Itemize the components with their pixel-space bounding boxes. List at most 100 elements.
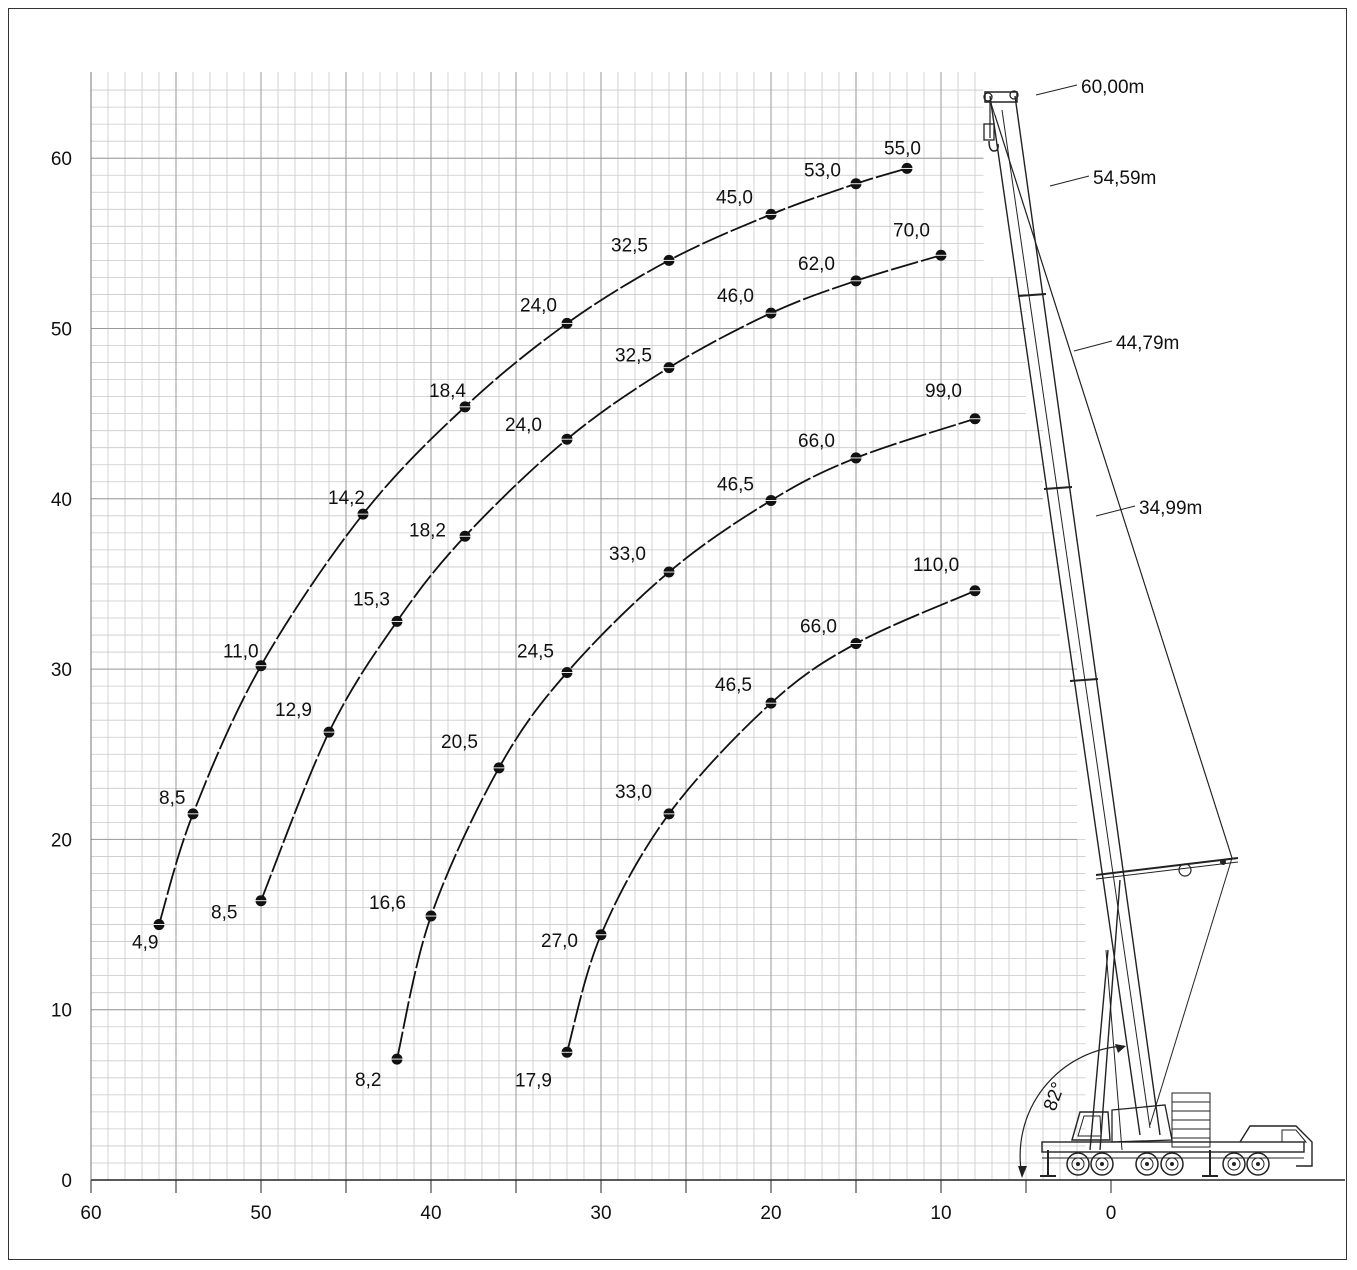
carrier-chassis [1041, 1141, 1305, 1153]
wheel [1246, 1152, 1270, 1176]
point-label: 24,0 [505, 415, 542, 436]
angle-arc [1019, 1045, 1125, 1177]
crane-line [1149, 857, 1233, 1126]
grid [90, 72, 1086, 1181]
point-label: 17,9 [515, 1070, 552, 1091]
crane-line [989, 95, 1141, 1136]
point-label: 66,0 [800, 617, 837, 638]
major-grid [90, 72, 1086, 1181]
y-tick-label: 20 [51, 830, 72, 851]
point-label: 62,0 [798, 254, 835, 275]
x-tick-label: 60 [80, 1203, 101, 1224]
curve-line [260, 254, 942, 902]
driver-cab [1239, 1125, 1313, 1167]
angle-arrow [1018, 1166, 1027, 1178]
boom-length-label: 34,99m [1139, 498, 1202, 519]
cab-window [1077, 1115, 1102, 1137]
boom-head-sheave [1009, 90, 1019, 100]
operator-cab [1071, 1111, 1111, 1141]
curve-line [158, 167, 908, 925]
hook-block [983, 123, 995, 141]
boom-head-sheave [983, 92, 993, 102]
point-label: 27,0 [541, 931, 578, 952]
point-label: 46,5 [715, 675, 752, 696]
point-label: 16,6 [369, 893, 406, 914]
boom-length-label: 44,79m [1116, 333, 1179, 354]
crane-sheave [1220, 859, 1226, 865]
crane-line [1014, 95, 1161, 1136]
wheel-hub [1095, 1157, 1109, 1171]
point-label: 110,0 [913, 555, 959, 576]
point-label: 66,0 [798, 431, 835, 452]
wheel-center [1145, 1162, 1149, 1166]
boom-length-label: 60,00m [1081, 77, 1144, 98]
point-label: 33,0 [615, 782, 652, 803]
y-tick-label: 50 [51, 320, 72, 341]
counterweight [1171, 1119, 1211, 1130]
point-label: 12,9 [275, 700, 312, 721]
point-label: 45,0 [716, 187, 753, 208]
y-tick-label: 60 [51, 149, 72, 170]
point-label: 11,0 [223, 642, 259, 663]
point-label: 46,5 [717, 475, 754, 496]
y-tick-label: 40 [51, 490, 72, 511]
counterweight [1171, 1092, 1211, 1103]
point-label: 8,5 [159, 788, 185, 809]
crane-line [994, 114, 1233, 859]
boom-label-leader [1095, 505, 1136, 517]
wheel-center [1076, 1162, 1080, 1166]
curve-series: 17,9 27,0 33,0 46,5 66,0 110,0 [515, 555, 981, 1091]
x-tick-label: 10 [930, 1203, 951, 1224]
wheel [1135, 1152, 1159, 1176]
wheel [1090, 1152, 1114, 1176]
point-label: 24,0 [520, 295, 557, 316]
x-tick-label: 30 [590, 1203, 611, 1224]
crane-line [1069, 678, 1099, 682]
superstructure [1111, 1104, 1173, 1143]
angle-arrow [1115, 1044, 1126, 1053]
point-label: 55,0 [884, 138, 921, 159]
counterweight [1171, 1110, 1211, 1121]
counterweight [1171, 1128, 1211, 1139]
crane-line [1001, 109, 1151, 1129]
wheel-hub [1140, 1157, 1154, 1171]
boom-length-label: 54,59m [1093, 168, 1156, 189]
point-label: 70,0 [893, 220, 930, 241]
point-label: 24,5 [517, 642, 554, 663]
x-tick-label: 20 [760, 1203, 781, 1224]
wheel-hub [1165, 1157, 1179, 1171]
angle-label: 82° [1040, 1080, 1070, 1114]
chart-frame [8, 8, 1347, 1260]
minor-grid [90, 72, 1086, 1181]
point-label: 99,0 [925, 381, 962, 402]
point-label: 33,0 [609, 544, 646, 565]
point-label: 4,9 [132, 933, 158, 954]
wheel [1066, 1152, 1090, 1176]
x-tick-label: 40 [420, 1203, 441, 1224]
crane-line [1043, 486, 1073, 490]
curve-series: 4,9 8,5 11,0 14,2 18,4 24,0 32,5 45,0 53,0 55,0 [132, 138, 921, 953]
point-label: 8,5 [211, 903, 237, 924]
wheel-hub [1071, 1157, 1085, 1171]
curves: 4,9 8,5 11,0 14,2 18,4 24,0 32,5 45,0 53,0 55,0 8,… [132, 138, 981, 1091]
crane-line [1017, 293, 1047, 297]
wheel [1160, 1152, 1184, 1176]
point-label: 18,2 [409, 520, 446, 541]
x-tick-label: 50 [250, 1203, 271, 1224]
crane-line [1095, 861, 1239, 880]
wheel-hub [1251, 1157, 1265, 1171]
curve-series: 8,5 12,9 15,3 18,2 24,0 32,5 46,0 62,0 70,0 [211, 220, 947, 924]
point-label: 53,0 [804, 161, 841, 182]
point-label: 18,4 [429, 381, 466, 402]
wheel-center [1256, 1162, 1260, 1166]
crane-sheave [1178, 863, 1192, 877]
crane-line [1105, 949, 1123, 1151]
axes: 60 50 40 30 20 10 0 0 10 20 30 40 50 60 [51, 72, 1345, 1224]
boom-label-leader [1035, 84, 1078, 96]
y-tick-label: 10 [51, 1001, 72, 1022]
hook [988, 140, 999, 152]
counterweight [1171, 1101, 1211, 1112]
point-label: 14,2 [328, 488, 365, 509]
wheel-center [1100, 1162, 1104, 1166]
